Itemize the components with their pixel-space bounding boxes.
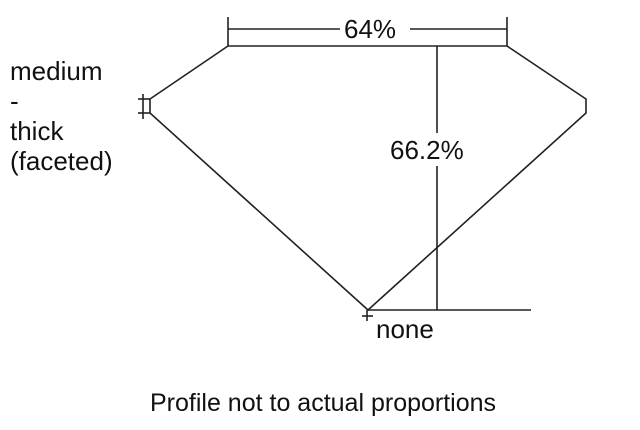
culet-label: none: [376, 314, 434, 344]
girdle-label-line-4: (faceted): [10, 146, 113, 176]
girdle-label-line-2: -: [10, 86, 19, 116]
depth-percentage-label: 66.2%: [390, 135, 464, 165]
gem-outline: [149, 45, 587, 312]
table-percentage-label: 64%: [344, 14, 397, 44]
caption: Profile not to actual proportions: [150, 389, 497, 417]
girdle-label-line-3: thick: [10, 116, 64, 146]
girdle-label-line-1: medium: [10, 56, 103, 86]
